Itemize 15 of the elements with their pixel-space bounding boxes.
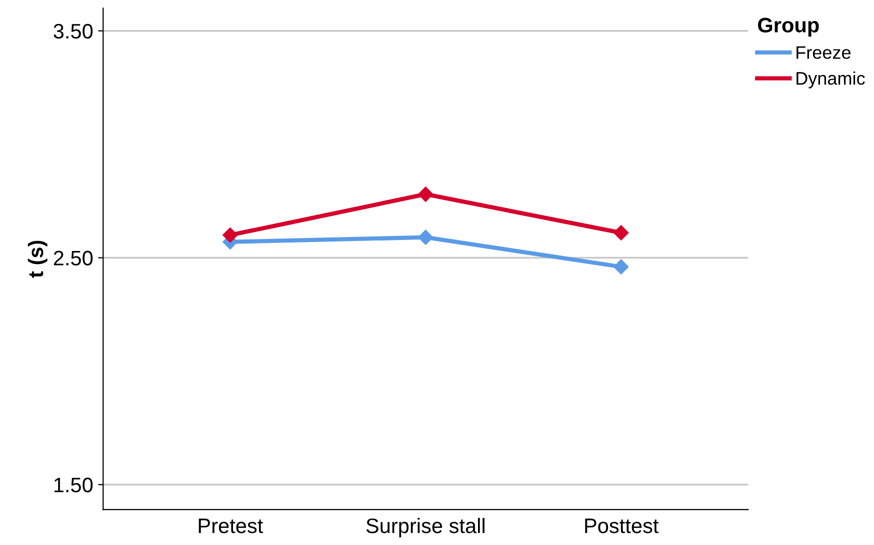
y-tick-label: 3.50 xyxy=(54,24,93,39)
legend-label: Freeze xyxy=(796,46,850,59)
legend-label: Dynamic xyxy=(796,72,865,88)
x-tick-label: Posttest xyxy=(585,518,659,534)
x-tick-label: Surprise stall xyxy=(366,518,484,538)
point xyxy=(222,227,238,243)
y-tick-label: 2.50 xyxy=(54,250,93,266)
point xyxy=(418,186,434,202)
x-tick-label: Pretest xyxy=(198,518,264,534)
y-tick-label: 1.50 xyxy=(54,478,93,492)
legend-title: Group xyxy=(758,18,819,37)
point xyxy=(418,230,434,245)
point xyxy=(614,259,629,274)
y-axis-title: t (s) xyxy=(28,240,48,278)
point xyxy=(614,225,629,240)
